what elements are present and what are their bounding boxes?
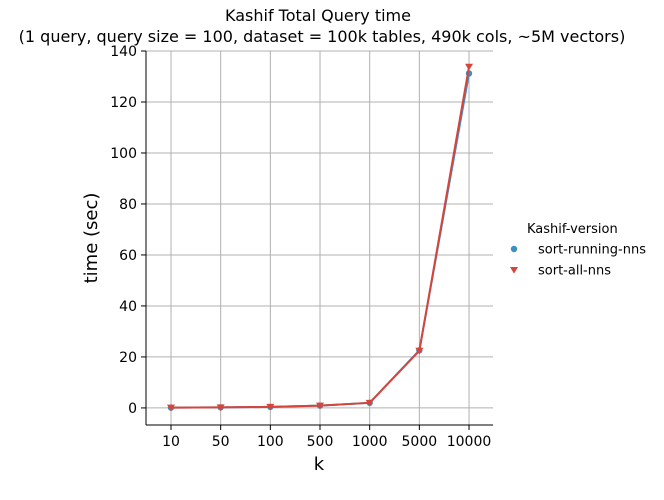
legend-marker-sort-running-nns <box>510 245 518 253</box>
y-axis-label: time (sec) <box>81 193 102 284</box>
legend-label-sort-running-nns: sort-running-nns <box>538 243 646 258</box>
data-point <box>167 404 175 412</box>
data-point <box>415 347 424 355</box>
x-tick-label: 50 <box>212 434 230 450</box>
y-tick-label: 0 <box>128 401 137 417</box>
series-sort-all-nns <box>167 63 474 412</box>
data-point <box>216 404 225 412</box>
grid-lines <box>146 50 493 425</box>
legend-title: Kashif-version <box>527 222 618 237</box>
x-tick-label: 10000 <box>447 434 492 450</box>
x-tick-label: 500 <box>307 434 334 450</box>
y-tick-label: 80 <box>119 197 137 213</box>
y-tick-label: 20 <box>119 350 137 366</box>
legend: Kashif-version sort-running-nns sort-all-… <box>510 222 646 279</box>
x-axis-ticks: 10 50 100 500 1000 5000 10000 <box>162 425 491 450</box>
y-tick-label: 140 <box>110 44 137 60</box>
x-tick-label: 5000 <box>402 434 438 450</box>
axes <box>145 51 493 426</box>
data-point <box>365 399 374 407</box>
y-tick-label: 40 <box>119 299 137 315</box>
y-tick-label: 60 <box>119 248 137 264</box>
x-tick-label: 1000 <box>352 434 388 450</box>
series-layer <box>167 63 474 412</box>
y-tick-label: 100 <box>110 146 137 162</box>
x-axis-label: k <box>314 454 325 475</box>
y-tick-label: 120 <box>110 95 137 111</box>
legend-marker-sort-all-nns <box>510 267 518 274</box>
chart-title: Kashif Total Query time <box>225 6 411 25</box>
data-point <box>266 403 275 411</box>
legend-label-sort-all-nns: sort-all-nns <box>538 264 611 279</box>
data-point <box>316 402 325 410</box>
x-tick-label: 10 <box>162 434 180 450</box>
x-tick-label: 100 <box>257 434 284 450</box>
y-axis-ticks: 0 20 40 60 80 100 120 140 <box>110 44 146 417</box>
chart-subtitle: (1 query, query size = 100, dataset = 10… <box>19 27 626 46</box>
data-point <box>465 63 474 71</box>
